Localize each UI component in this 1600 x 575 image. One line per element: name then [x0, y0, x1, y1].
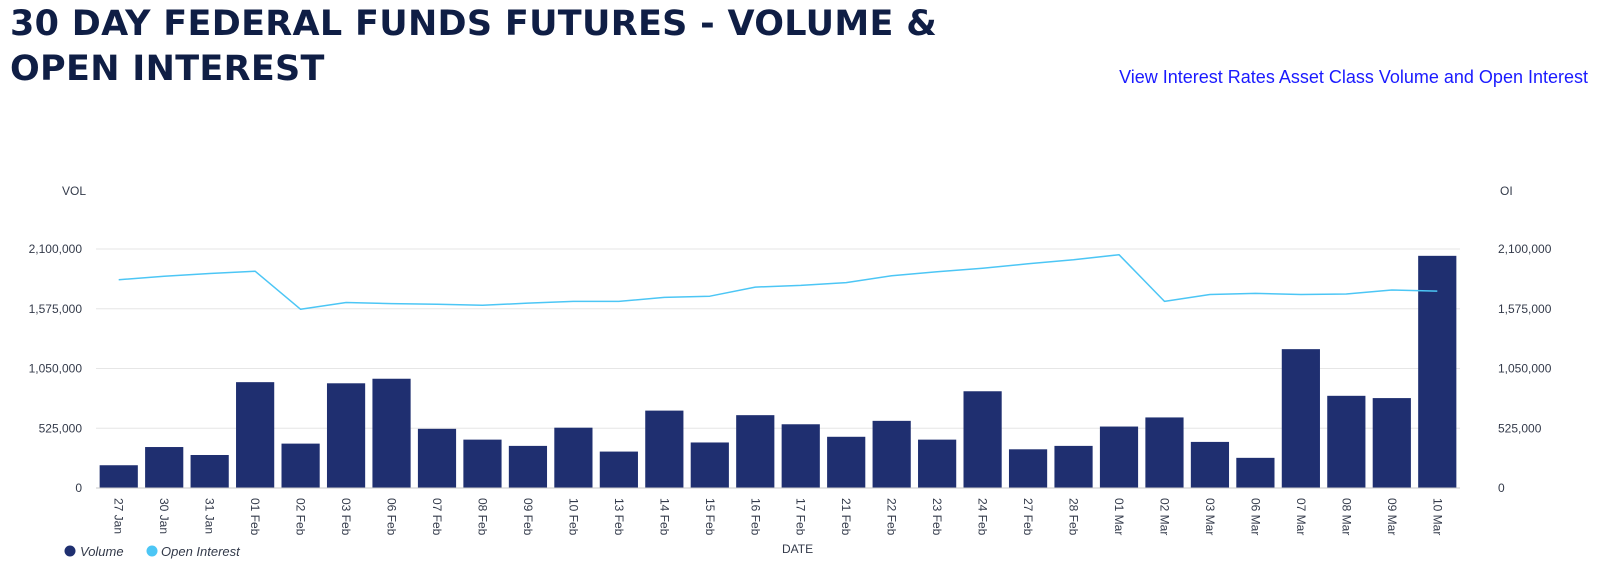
x-tick-label: 14 Feb [657, 498, 671, 536]
x-tick-label: 21 Feb [839, 498, 853, 536]
x-tick-label: 09 Mar [1385, 498, 1399, 535]
volume-bar [690, 442, 729, 488]
x-tick-label: 27 Jan [112, 498, 126, 534]
y-tick-label: 1,050,000 [29, 362, 83, 376]
volume-bar [781, 424, 820, 488]
volume-bar [1281, 349, 1320, 488]
volume-bar [1008, 449, 1048, 488]
open-interest-legend-marker [146, 545, 158, 557]
volume-bar [554, 427, 593, 488]
x-tick-label: 01 Mar [1112, 498, 1126, 535]
x-tick-label: 22 Feb [885, 498, 899, 536]
y2-tick-label: 525,000 [1498, 421, 1542, 435]
volume-bar [645, 410, 684, 488]
volume-bar [1372, 398, 1411, 488]
axes: 0 525,000 1,050,000 1,575,000 2,100,000 0 525,… [29, 242, 1552, 536]
x-tick-label: 15 Feb [703, 498, 717, 536]
x-tick-label: 27 Feb [1021, 498, 1035, 536]
volume-bar [1190, 441, 1230, 488]
volume-bar [372, 378, 411, 488]
y2-axis-title: OI [1500, 184, 1513, 198]
x-tick-label: 06 Feb [385, 498, 399, 536]
volume-bar [145, 447, 184, 488]
x-tick-label: 23 Feb [930, 498, 944, 536]
volume-legend-marker [64, 545, 76, 557]
volume-bar [1099, 426, 1139, 488]
x-tick-label: 03 Feb [339, 498, 353, 536]
volume-bar [508, 445, 548, 488]
open-interest-legend-label: Open Interest [161, 544, 241, 559]
y-axis-title: VOL [62, 184, 86, 198]
open-interest-line [118, 253, 1438, 311]
volume-bar [326, 383, 366, 488]
volume-bar [281, 443, 320, 488]
x-tick-label: 08 Feb [475, 498, 489, 536]
volume-legend-label: Volume [80, 544, 124, 559]
volume-bar [236, 382, 275, 488]
x-tick-label: 02 Feb [294, 498, 308, 536]
x-tick-label: 28 Feb [1067, 498, 1081, 536]
volume-bar [463, 439, 502, 488]
volume-bar [736, 415, 775, 488]
x-tick-label: 02 Mar [1157, 498, 1171, 535]
asset-class-link[interactable]: View Interest Rates Asset Class Volume a… [1119, 67, 1588, 87]
x-tick-label: 07 Feb [430, 498, 444, 536]
y-tick-label: 525,000 [39, 421, 83, 435]
x-tick-label: 03 Mar [1203, 498, 1217, 535]
x-tick-label: 17 Feb [794, 498, 808, 536]
volume-bar [190, 454, 229, 488]
x-axis-title: DATE [782, 542, 813, 556]
x-tick-label: 09 Feb [521, 498, 535, 536]
legend-item-open-interest[interactable]: Open Interest [146, 544, 242, 559]
page-title: 30 DAY FEDERAL FUNDS FUTURES - VOLUME & … [10, 4, 938, 89]
volume-bar [872, 420, 911, 488]
x-tick-label: 16 Feb [748, 498, 762, 536]
x-tick-label: 06 Mar [1248, 498, 1262, 535]
y2-tick-label: 1,575,000 [1498, 302, 1552, 316]
y2-tick-label: 0 [1498, 481, 1505, 495]
x-tick-label: 01 Feb [248, 498, 262, 536]
x-tick-label: 10 Mar [1430, 498, 1444, 535]
x-tick-label: 10 Feb [566, 498, 580, 536]
x-tick-label: 31 Jan [203, 498, 217, 534]
volume-bar [827, 436, 866, 488]
x-tick-label: 08 Mar [1339, 498, 1353, 535]
x-tick-label: 30 Jan [157, 498, 171, 534]
volume-bar [1236, 457, 1275, 488]
y-tick-label: 1,575,000 [29, 302, 83, 316]
x-tick-label: 07 Mar [1294, 498, 1308, 535]
volume-bar [99, 465, 138, 488]
volume-bar [417, 428, 457, 488]
gridlines [96, 248, 1460, 429]
y2-tick-label: 2,100,000 [1498, 242, 1552, 256]
volume-bar [1418, 255, 1457, 488]
x-tick-label: 24 Feb [976, 498, 990, 536]
volume-bar [918, 439, 957, 488]
y2-tick-label: 1,050,000 [1498, 362, 1552, 376]
legend-item-volume[interactable]: Volume [64, 544, 124, 559]
legend: Volume Open Interest [64, 544, 242, 559]
volume-bar [1054, 445, 1093, 488]
volume-bar [963, 391, 1002, 488]
volume-bar [1327, 395, 1366, 488]
volume-bars [99, 255, 1457, 488]
volume-bar [1145, 417, 1184, 488]
x-tick-label: 13 Feb [612, 498, 626, 536]
y-tick-label: 0 [75, 481, 82, 495]
y-tick-label: 2,100,000 [29, 242, 83, 256]
volume-bar [599, 451, 638, 488]
open-interest-line-group [118, 253, 1438, 311]
